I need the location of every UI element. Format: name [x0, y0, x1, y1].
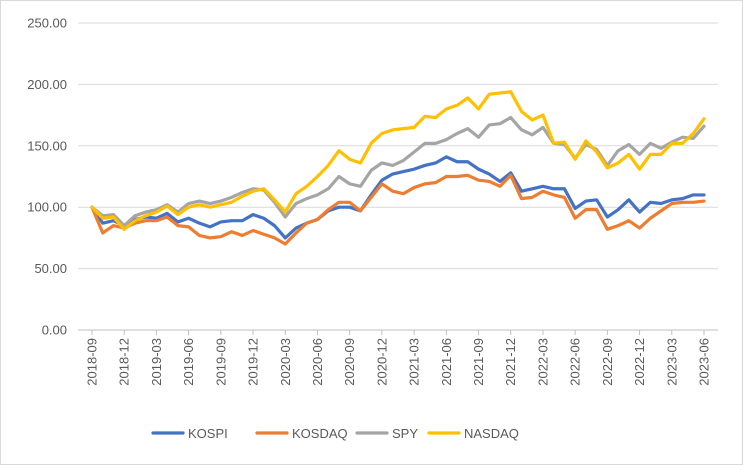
- y-tick-label: 50.00: [34, 261, 67, 276]
- series-lines: [90, 90, 706, 246]
- x-tick-label: 2021-12: [503, 338, 518, 386]
- y-tick-label: 250.00: [27, 16, 67, 31]
- series-line-kospi: [90, 155, 706, 240]
- gridlines: [78, 22, 718, 331]
- x-tick-label: 2023-03: [664, 338, 679, 386]
- x-tick-label: 2021-06: [439, 338, 454, 386]
- x-tick-label: 2020-09: [342, 338, 357, 386]
- y-tick-label: 100.00: [27, 200, 67, 215]
- x-tick-label: 2021-09: [471, 338, 486, 386]
- x-tick-label: 2020-03: [278, 338, 293, 386]
- legend-label: SPY: [392, 426, 418, 441]
- x-tick-label: 2020-06: [310, 338, 325, 386]
- legend: KOSPI KOSDAQ SPY NASDAQ: [151, 426, 519, 441]
- legend-label: KOSPI: [188, 426, 228, 441]
- x-tick-label: 2018-12: [117, 338, 132, 386]
- x-tick-label: 2020-12: [374, 338, 389, 386]
- x-tick-label: 2023-06: [697, 338, 712, 386]
- x-tick-label: 2022-12: [632, 338, 647, 386]
- series-line-kosdaq: [90, 173, 706, 246]
- legend-label: KOSDAQ: [292, 426, 348, 441]
- series-line-nasdaq: [90, 90, 706, 231]
- x-tick-label: 2019-09: [213, 338, 228, 386]
- legend-item-kospi: KOSPI: [151, 426, 228, 441]
- y-tick-label: 0.00: [42, 323, 67, 338]
- x-axis: 2018-09 2018-12 2019-03 2019-06 2019-09 2019-…: [78, 329, 718, 386]
- x-tick-label: 2022-06: [568, 338, 583, 386]
- x-tick-label: 2018-09: [85, 338, 100, 386]
- x-tick-label: 2022-09: [600, 338, 615, 386]
- x-tick-label: 2022-03: [535, 338, 550, 386]
- legend-item-nasdaq: NASDAQ: [427, 426, 519, 441]
- legend-item-spy: SPY: [355, 426, 418, 441]
- x-tick-label: 2021-03: [407, 338, 422, 386]
- y-axis: 0.00 50.00 100.00 150.00 200.00 250.00: [27, 16, 67, 338]
- y-tick-label: 150.00: [27, 138, 67, 153]
- x-tick-label: 2019-06: [181, 338, 196, 386]
- legend-item-kosdaq: KOSDAQ: [255, 426, 348, 441]
- x-tick-label: 2019-03: [149, 338, 164, 386]
- legend-label: NASDAQ: [464, 426, 519, 441]
- x-tick-label: 2019-12: [246, 338, 261, 386]
- y-tick-label: 200.00: [27, 77, 67, 92]
